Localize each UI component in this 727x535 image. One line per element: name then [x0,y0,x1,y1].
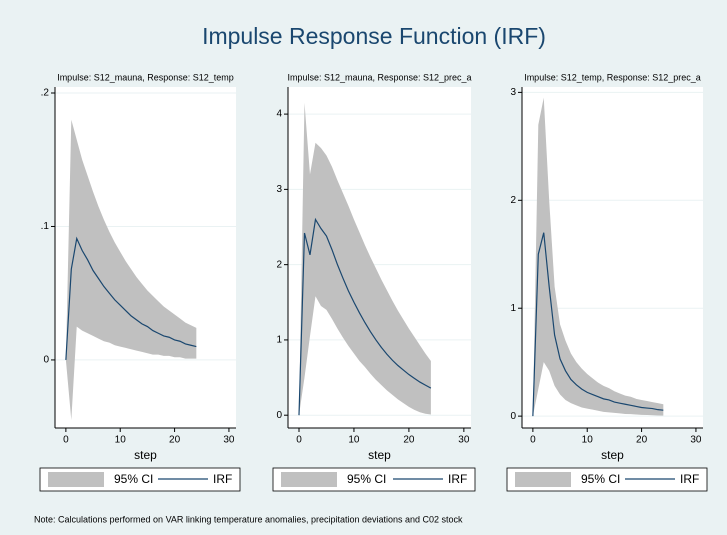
legend-swatch [515,472,571,487]
x-tick-label: 30 [458,435,470,446]
y-tick-label: 3 [510,87,516,98]
x-axis-label: step [134,448,157,462]
x-tick-label: 0 [296,435,302,446]
y-tick-label: .1 [41,221,50,232]
y-tick-label: 3 [276,184,282,195]
legend-label: IRF [448,472,467,486]
x-tick-label: 0 [63,435,69,446]
y-tick-label: 4 [276,109,282,120]
x-tick-label: 20 [636,435,648,446]
legend-label: 95% CI [581,472,620,486]
y-tick-label: .2 [41,88,50,99]
y-tick-label: 0 [276,410,282,421]
ci-band [65,119,197,420]
x-tick-label: 10 [348,435,360,446]
y-tick-label: 1 [510,303,516,314]
legend-label: IRF [213,472,232,486]
legend-swatch [48,472,104,487]
panel-subtitle: Impulse: S12_temp, Response: S12_prec_a [524,72,701,82]
x-tick-label: 30 [690,435,702,446]
x-tick-label: 20 [403,435,415,446]
x-tick-label: 10 [115,435,127,446]
note: Note: Calculations performed on VAR link… [34,514,463,524]
y-tick-label: 1 [276,335,282,346]
irf-line [298,217,432,416]
legend-label: IRF [680,472,699,486]
x-tick-label: 0 [530,435,536,446]
y-tick-label: 0 [43,355,49,366]
legend-label: 95% CI [114,472,153,486]
panel-subtitle: Impulse: S12_mauna, Response: S12_temp [57,72,234,82]
y-tick-label: 0 [510,411,516,422]
legend-swatch [281,472,337,487]
x-axis-label: step [368,448,391,462]
legend-label: 95% CI [347,472,386,486]
chart-title: Impulse Response Function (IRF) [202,23,546,49]
irf-line [65,236,197,360]
x-tick-label: 30 [223,435,235,446]
irf-line [532,232,664,417]
x-tick-label: 10 [582,435,594,446]
x-tick-label: 20 [169,435,181,446]
y-tick-label: 2 [276,259,282,270]
ci-band [298,102,431,416]
y-tick-label: 2 [510,195,516,206]
x-axis-label: step [601,448,624,462]
panel-subtitle: Impulse: S12_mauna, Response: S12_prec_a [287,72,471,82]
